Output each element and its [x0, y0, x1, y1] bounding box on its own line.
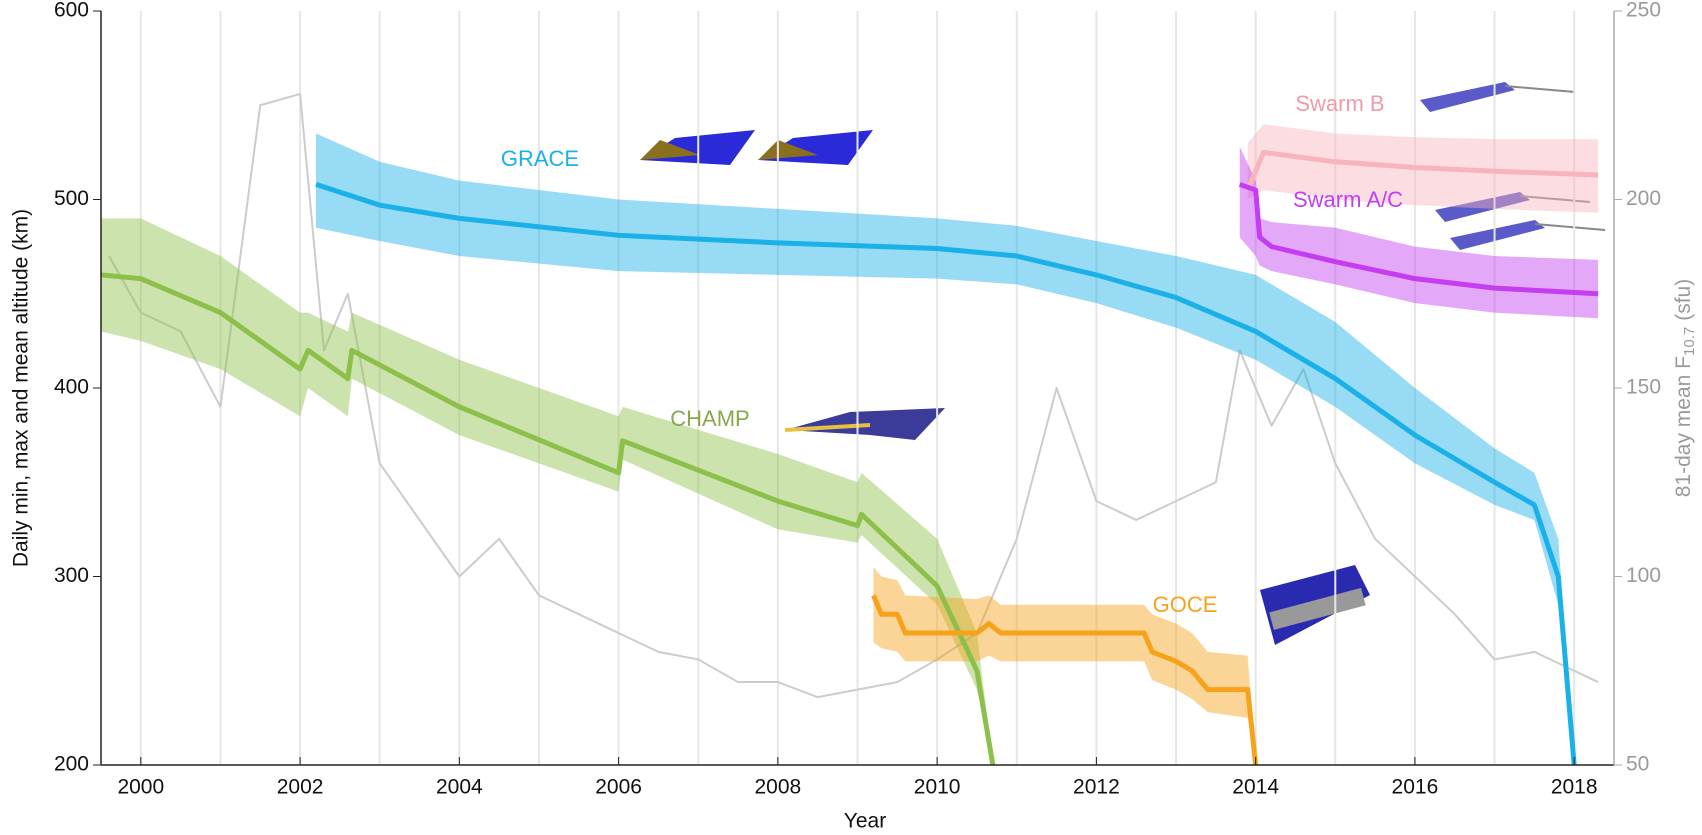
x-tick-label: 2008 — [755, 776, 802, 799]
x-tick-label: 2004 — [436, 776, 483, 799]
y-tick-label: 400 — [54, 376, 89, 399]
range-band — [101, 218, 993, 766]
x-axis-label: Year — [844, 810, 886, 833]
mean-line — [1245, 149, 1599, 192]
y2-tick-label: 100 — [1626, 564, 1661, 587]
y2-tick-label: 250 — [1626, 0, 1661, 22]
y-tick-label: 500 — [54, 187, 89, 210]
x-tick-label: 2002 — [277, 776, 324, 799]
y-tick-label: 600 — [54, 0, 89, 22]
y2-label-main: 81-day mean F — [1672, 356, 1695, 497]
x-tick-label: 2018 — [1551, 776, 1598, 799]
mean-line — [100, 272, 996, 766]
mean-line — [315, 182, 1577, 766]
mean-line — [871, 594, 1259, 766]
range-band — [1239, 146, 1599, 319]
series-label: GRACE — [501, 146, 579, 171]
range-band — [873, 567, 1256, 765]
y2-axis-label: 81-day mean F10.7 (sfu) — [1672, 279, 1698, 497]
y2-label-sub: 10.7 — [1681, 327, 1698, 356]
x-tick-label: 2014 — [1232, 776, 1279, 799]
series-label: CHAMP — [670, 406, 749, 431]
flux-line — [108, 92, 1599, 699]
series-label: Swarm A/C — [1293, 187, 1403, 212]
y2-tick-label: 150 — [1626, 376, 1661, 399]
mean-line — [1238, 182, 1599, 297]
series-label: Swarm B — [1295, 91, 1384, 116]
y2-label-unit: (sfu) — [1672, 279, 1695, 321]
plot-area — [100, 11, 1599, 766]
x-tick-label: 2016 — [1392, 776, 1439, 799]
y2-tick-label: 200 — [1626, 187, 1661, 210]
y2-tick-label: 50 — [1626, 753, 1649, 776]
series-label: GOCE — [1153, 592, 1218, 617]
y-axis-label: Daily min, max and mean altitude (km) — [10, 209, 33, 567]
y-tick-label: 300 — [54, 564, 89, 587]
x-tick-label: 2000 — [117, 776, 164, 799]
satellite-icons — [640, 82, 1606, 645]
y-tick-label: 200 — [54, 753, 89, 776]
x-tick-label: 2012 — [1073, 776, 1120, 799]
x-tick-label: 2010 — [914, 776, 961, 799]
x-tick-label: 2006 — [595, 776, 642, 799]
range-band — [316, 133, 1575, 765]
